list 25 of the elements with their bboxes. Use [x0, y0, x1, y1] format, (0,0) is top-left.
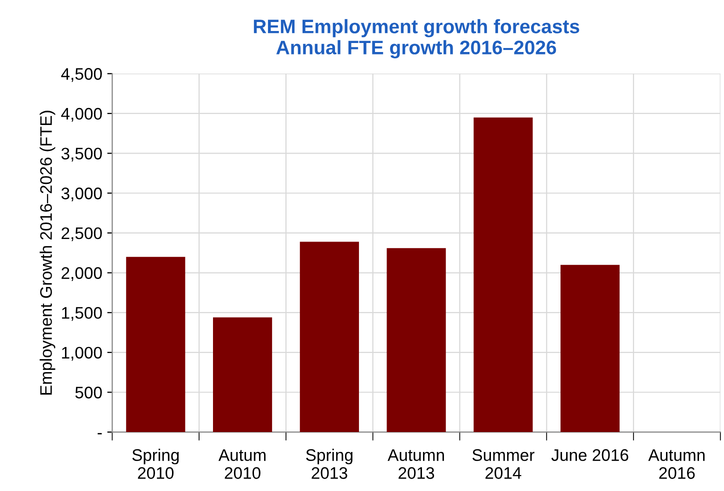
bar: [560, 264, 620, 432]
x-tick-label: Autumn 2013: [388, 449, 444, 479]
y-tick-label: 4,000: [61, 108, 102, 122]
chart-title: REM Employment growth forecasts Annual FTE growth 2016–2026: [254, 19, 580, 58]
x-tick-label: Spring 2010: [132, 448, 179, 479]
bar: [386, 248, 446, 432]
bar: [300, 242, 359, 432]
y-tick-label: 500: [75, 386, 102, 398]
x-tick-label: June 2016: [551, 449, 628, 461]
y-tick-label: 4,500: [61, 68, 102, 82]
y-tick-label: 1,500: [62, 307, 102, 321]
x-tick-label: Autum 2010: [218, 449, 266, 479]
x-tick-label: Autumn 2016: [648, 449, 705, 479]
y-tick-label: 3,500: [61, 148, 102, 162]
bar: [213, 317, 272, 432]
y-axis-title: Employment Growth 2016–2026 (FTE): [40, 110, 56, 395]
bar: [126, 256, 186, 432]
x-tick-label: Summer 2014: [472, 449, 534, 479]
x-tick-label: Spring 2013: [306, 448, 352, 479]
y-tick-label: 1,000: [62, 346, 102, 361]
y-tick-label: 3,000: [61, 188, 102, 202]
y-tick-label: -: [98, 433, 102, 434]
bar: [474, 117, 533, 432]
y-tick-label: 2,000: [62, 267, 102, 281]
y-tick-label: 2,500: [62, 227, 102, 242]
